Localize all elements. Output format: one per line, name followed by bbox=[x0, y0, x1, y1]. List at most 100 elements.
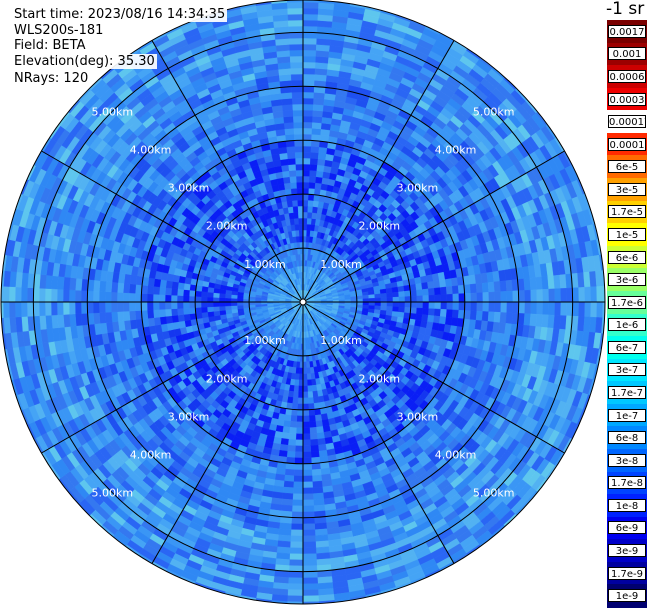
range-gate-cell bbox=[135, 302, 141, 311]
range-gate-cell bbox=[369, 295, 375, 299]
range-gate-cell bbox=[159, 287, 166, 295]
range-gate-cell bbox=[476, 311, 483, 321]
range-gate-cell bbox=[289, 170, 296, 177]
range-gate-cell bbox=[310, 158, 318, 165]
range-gate-cell bbox=[159, 295, 165, 303]
range-gate-cell bbox=[117, 311, 124, 321]
range-gate-cell bbox=[294, 134, 303, 140]
range-gate-cell bbox=[207, 297, 213, 302]
range-gate-cell bbox=[312, 481, 322, 488]
range-gate-cell bbox=[392, 287, 399, 293]
range-gate-cell bbox=[295, 452, 303, 458]
range-gate-cell bbox=[423, 295, 429, 302]
range-gate-cell bbox=[296, 230, 300, 236]
range-gate-cell bbox=[314, 517, 326, 524]
range-gate-cell bbox=[290, 542, 303, 548]
range-gate-cell bbox=[303, 398, 308, 404]
range-gate-cell bbox=[117, 302, 123, 312]
range-gate-cell bbox=[225, 298, 231, 302]
range-gate-cell bbox=[129, 302, 135, 311]
range-gate-cell bbox=[237, 305, 243, 309]
range-gate-cell bbox=[519, 302, 525, 314]
range-gate-cell bbox=[294, 212, 299, 218]
range-gate-cell bbox=[393, 292, 399, 297]
range-gate-cell bbox=[81, 302, 87, 314]
range-gate-cell bbox=[183, 308, 189, 315]
range-gate-cell bbox=[317, 432, 325, 439]
range-gate-cell bbox=[295, 152, 303, 158]
range-gate-cell bbox=[309, 415, 316, 421]
range-gate-cell bbox=[207, 292, 213, 297]
range-gate-cell bbox=[307, 218, 312, 224]
range-gate-cell bbox=[316, 426, 323, 433]
range-gate-cell bbox=[314, 409, 321, 416]
range-gate-cell bbox=[549, 302, 555, 315]
range-gate-cell bbox=[303, 224, 307, 230]
range-gate-cell bbox=[303, 464, 312, 470]
range-gate-cell bbox=[459, 294, 465, 303]
range-gate-cell bbox=[289, 427, 296, 434]
range-gate-cell bbox=[303, 230, 307, 236]
range-gate-cell bbox=[311, 152, 319, 159]
range-gate-cell bbox=[171, 295, 177, 302]
range-gate-cell bbox=[398, 286, 405, 292]
range-gate-cell bbox=[470, 284, 477, 293]
range-gate-cell bbox=[292, 98, 303, 104]
range-gate-cell bbox=[303, 422, 310, 428]
range-gate-cell bbox=[417, 302, 423, 308]
range-gate-cell bbox=[387, 302, 393, 307]
range-gate-cell bbox=[399, 297, 405, 302]
range-gate-cell bbox=[159, 302, 165, 310]
range-gate-cell bbox=[524, 278, 531, 290]
range-gate-cell bbox=[290, 176, 297, 183]
range-gate-cell bbox=[309, 188, 315, 194]
range-gate-cell bbox=[213, 293, 219, 298]
range-gate-cell bbox=[291, 530, 303, 536]
range-gate-cell bbox=[279, 523, 291, 530]
range-gate-cell bbox=[525, 290, 531, 302]
range-gate-cell bbox=[280, 444, 288, 451]
range-gate-cell bbox=[105, 312, 112, 323]
range-gate-cell bbox=[296, 158, 304, 164]
range-gate-cell bbox=[428, 288, 435, 295]
range-gate-cell bbox=[447, 294, 453, 302]
range-gate-cell bbox=[483, 292, 489, 302]
range-gate-cell bbox=[284, 122, 294, 129]
range-gate-cell bbox=[303, 98, 314, 104]
range-gate-cell bbox=[303, 368, 307, 374]
range-gate-cell bbox=[307, 380, 312, 386]
range-gate-cell bbox=[465, 302, 471, 311]
range-gate-cell bbox=[357, 296, 363, 300]
range-gate-cell bbox=[303, 50, 316, 56]
range-gate-cell bbox=[219, 306, 225, 311]
range-gate-cell bbox=[434, 288, 441, 296]
range-gate-cell bbox=[283, 487, 293, 494]
range-gate-cell bbox=[471, 302, 477, 311]
range-gate-cell bbox=[147, 302, 153, 310]
range-gate-cell bbox=[375, 298, 381, 302]
range-gate-cell bbox=[63, 289, 69, 302]
range-gate-cell bbox=[207, 307, 213, 312]
range-gate-cell bbox=[285, 463, 294, 470]
range-gate-cell bbox=[225, 306, 231, 310]
range-gate-cell bbox=[410, 290, 416, 296]
range-gate-cell bbox=[506, 313, 513, 324]
range-gate-cell bbox=[411, 302, 417, 308]
range-gate-cell bbox=[165, 302, 171, 309]
range-gate-cell bbox=[231, 298, 237, 302]
range-gate-cell bbox=[303, 374, 307, 380]
range-gate-cell bbox=[172, 281, 179, 288]
range-gate-cell bbox=[213, 297, 219, 302]
range-gate-cell bbox=[363, 299, 369, 303]
range-gate-cell bbox=[531, 302, 537, 314]
range-gate-cell bbox=[117, 283, 124, 293]
range-gate-cell bbox=[315, 183, 322, 190]
range-gate-cell bbox=[429, 295, 435, 302]
range-gate-cell bbox=[295, 224, 299, 230]
range-gate-cell bbox=[519, 290, 525, 302]
range-gate-cell bbox=[482, 283, 489, 293]
range-gate-cell bbox=[63, 314, 70, 327]
range-gate-cell bbox=[315, 415, 322, 422]
range-gate-cell bbox=[93, 291, 99, 302]
range-gate-cell bbox=[294, 128, 303, 134]
